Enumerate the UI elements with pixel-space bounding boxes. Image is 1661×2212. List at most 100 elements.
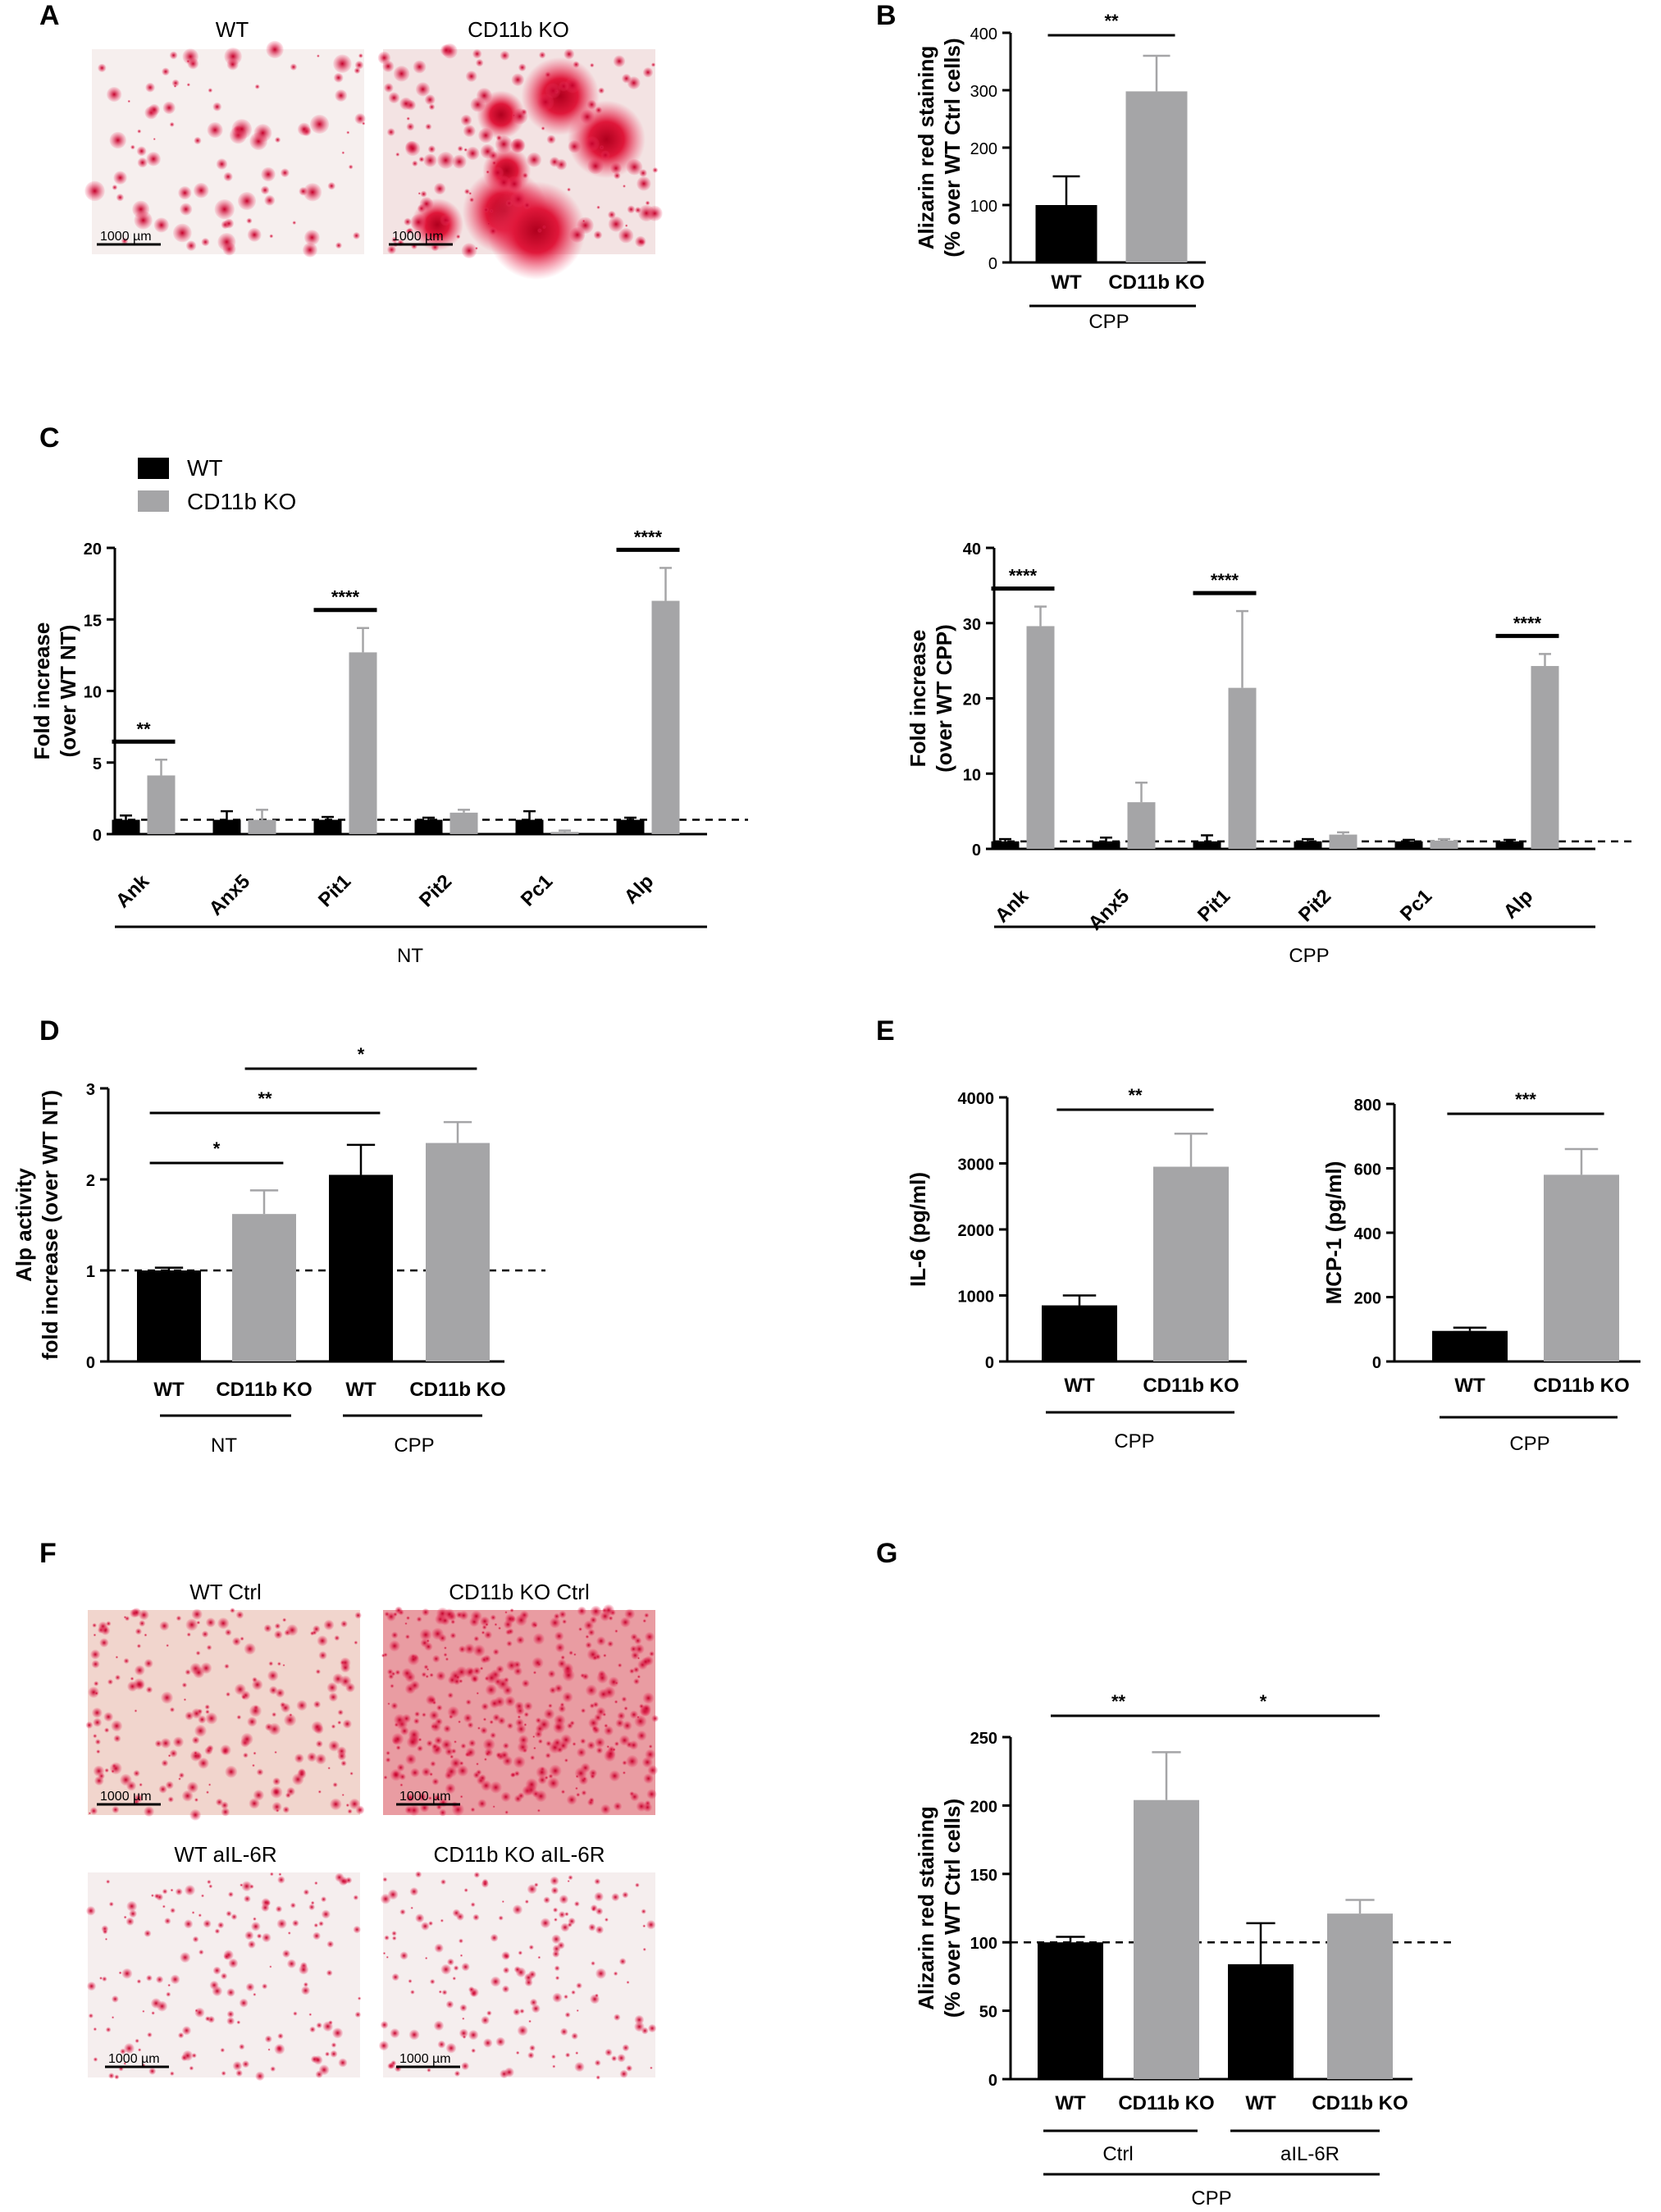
chart-g: 0 50 100 150 200 250 Alizarin red staining (% o…	[914, 1691, 1453, 2210]
stain-dot	[88, 2013, 94, 2018]
x-tick-label: CD11b KO	[216, 1379, 312, 1401]
stain-dot	[500, 50, 510, 61]
x-tick-label: CD11b KO	[1533, 1375, 1629, 1397]
stain-dot	[562, 1691, 573, 1703]
stain-dot	[459, 1938, 463, 1944]
stain-dot	[159, 1621, 170, 1631]
stain-dot	[554, 1643, 565, 1653]
stain-dot	[595, 1993, 599, 1998]
stain-dot	[94, 1691, 98, 1695]
micrograph-wt-ctrl: WT Ctrl 1000 µm	[85, 1580, 365, 1821]
stain-dot	[546, 135, 556, 144]
stain-dot	[94, 1681, 99, 1686]
group-label: NT	[211, 1434, 237, 1457]
stain-dot	[617, 2054, 626, 2063]
stain-dot	[269, 1872, 274, 1877]
stain-dot	[506, 1722, 513, 1730]
stain-dot	[554, 1631, 564, 1641]
stain-dot	[275, 1688, 285, 1698]
stain-dot	[226, 58, 239, 71]
significance-label: *	[213, 1138, 221, 1159]
stain-dot	[153, 1893, 160, 1900]
stain-dot	[622, 1771, 626, 1775]
bar-wt	[212, 819, 241, 834]
stain-dot	[93, 1765, 105, 1776]
stain-dot	[449, 1754, 454, 1759]
stain-dot	[503, 1967, 510, 1974]
stain-dot	[559, 81, 569, 92]
stain-dot	[552, 1738, 563, 1748]
stain-dot	[267, 2048, 271, 2051]
stain-dot	[348, 164, 354, 170]
stain-dot	[608, 211, 616, 219]
stain-dot	[536, 1766, 548, 1779]
stain-dot	[504, 1611, 508, 1614]
stain-dot	[577, 217, 594, 234]
stain-dot	[165, 1781, 174, 1790]
stain-dot	[429, 1710, 440, 1721]
stain-dot	[93, 2057, 98, 2062]
y-tick-label: 10	[963, 766, 981, 784]
y-tick-label: 400	[1354, 1225, 1381, 1243]
stain-dot	[623, 1721, 632, 1731]
stain-dot	[280, 1702, 286, 1708]
stain-dot	[253, 1992, 257, 1996]
stain-dot	[299, 1964, 309, 1975]
stain-dot	[408, 1729, 420, 1741]
stain-dot	[272, 1777, 281, 1786]
stain-dot	[481, 2016, 490, 2025]
stain-dot	[500, 1791, 511, 1802]
stain-dot	[327, 182, 335, 190]
stain-dot	[226, 2017, 235, 2025]
stain-dot	[485, 1684, 497, 1696]
stain-dot	[489, 1699, 500, 1708]
stain-dot	[516, 1724, 527, 1735]
stain-dot	[515, 2050, 520, 2055]
stain-dot	[461, 243, 477, 258]
stain-dot	[113, 171, 127, 185]
stain-dot	[496, 1677, 509, 1690]
stain-dot	[529, 2045, 536, 2051]
stain-dot	[554, 1976, 560, 1981]
panel-label-g: G	[876, 1538, 897, 1569]
stain-dot	[573, 1653, 577, 1657]
stain-dot	[184, 1919, 194, 1929]
stain-dot	[459, 2004, 468, 2012]
stain-dot	[636, 1801, 647, 1812]
stain-dot	[461, 1963, 470, 1972]
stain-dot	[513, 1756, 526, 1768]
stain-dot	[566, 1795, 577, 1805]
stain-dot	[470, 1902, 476, 1908]
stain-dot	[447, 1706, 459, 1718]
stain-dot	[309, 114, 330, 135]
stain-dot	[479, 1667, 484, 1671]
stain-dot	[491, 161, 497, 166]
stain-dot	[602, 1604, 614, 1617]
stain-dot	[532, 1735, 536, 1739]
stain-dot	[480, 1656, 488, 1664]
stain-dot	[303, 230, 320, 245]
stain-dot	[181, 1790, 194, 1802]
stain-dot	[144, 1930, 152, 1937]
y-tick-label: 3000	[958, 1156, 995, 1174]
significance-label: ****	[634, 527, 663, 547]
bar-wt	[1193, 841, 1221, 849]
stain-dot	[240, 1733, 253, 1745]
stain-dot	[455, 1675, 460, 1680]
stain-dot	[477, 1799, 487, 1808]
stain-dot	[575, 1775, 579, 1778]
stain-dot	[301, 1986, 310, 1995]
stain-dot	[461, 2062, 469, 2070]
stain-dot	[419, 1628, 432, 1641]
stain-dot	[382, 1951, 386, 1955]
y-tick-label: 0	[985, 1354, 994, 1372]
x-tick-label: WT	[153, 1379, 185, 1401]
stain-dot	[560, 2027, 568, 2036]
stain-dot	[208, 1783, 212, 1786]
stain-dot	[564, 1912, 569, 1917]
stain-dot	[394, 1713, 406, 1726]
stain-dot	[633, 1678, 640, 1685]
stain-dot	[134, 1794, 144, 1803]
stain-dot	[431, 1743, 439, 1750]
stain-dot	[221, 2071, 226, 2076]
